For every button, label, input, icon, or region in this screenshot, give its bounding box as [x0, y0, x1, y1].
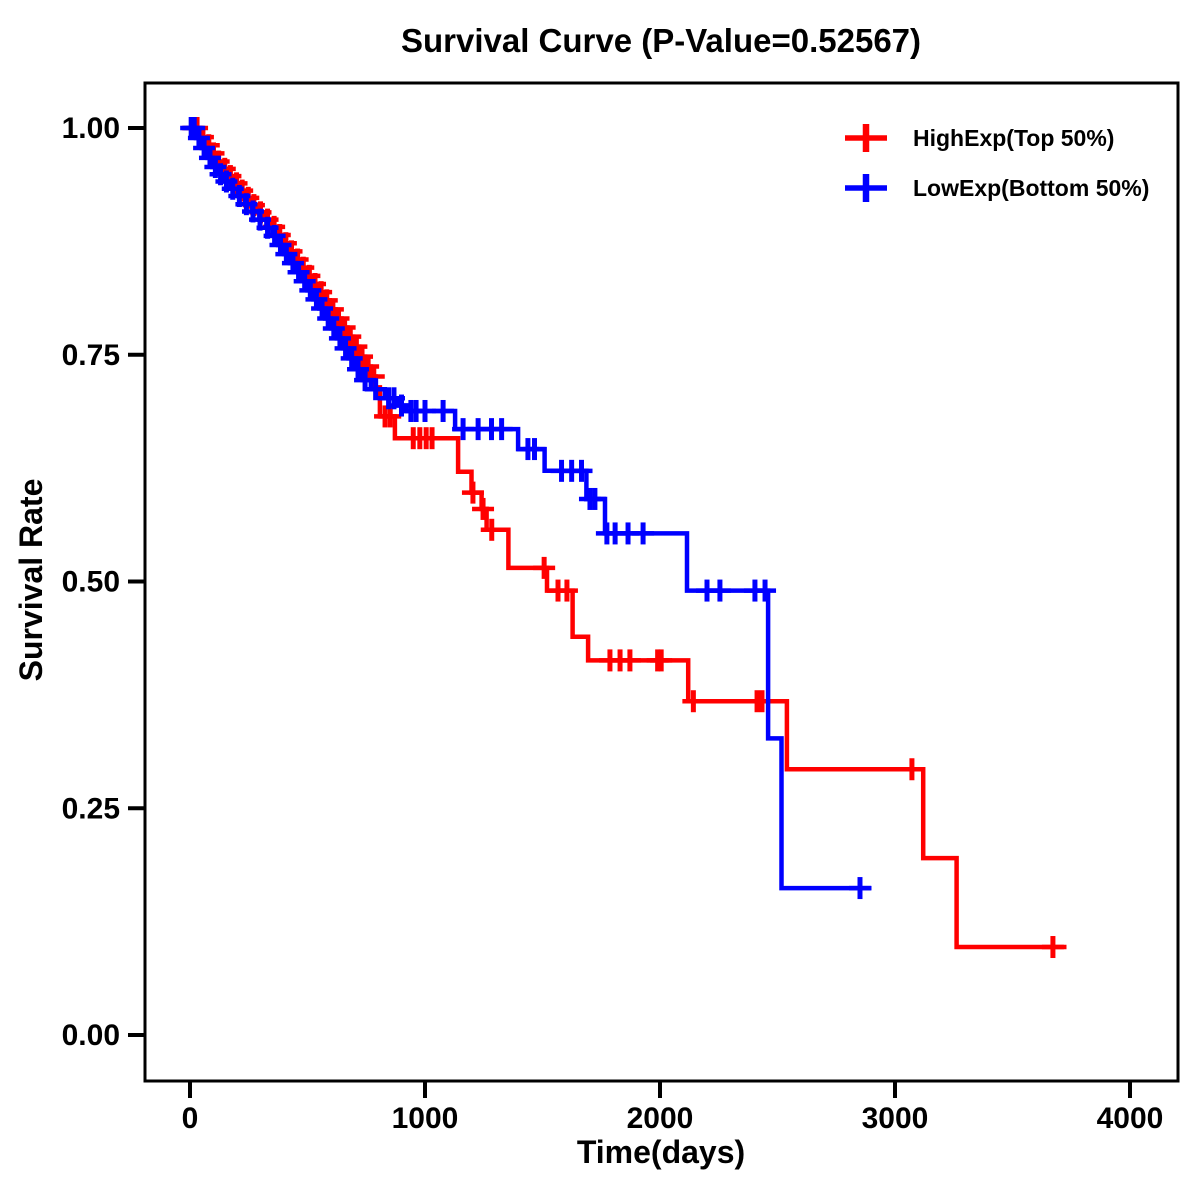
x-tick-label: 2000	[627, 1102, 694, 1135]
x-tick-label: 4000	[1097, 1102, 1164, 1135]
legend-key-lowexp-icon	[845, 174, 887, 202]
legend: HighExp(Top 50%) LowExp(Bottom 50%)	[845, 124, 1149, 202]
x-tick-label: 3000	[862, 1102, 929, 1135]
legend-label-highexp: HighExp(Top 50%)	[913, 125, 1114, 151]
y-tick-label: 0.25	[62, 792, 120, 825]
x-axis: 0 1000 2000 3000 4000	[182, 1081, 1164, 1135]
y-axis-title: Survival Rate	[13, 479, 49, 682]
legend-key-highexp-icon	[845, 124, 887, 152]
plot-frame	[143, 81, 1180, 1083]
chart-title: Survival Curve (P-Value=0.52567)	[401, 22, 921, 59]
x-tick-label: 1000	[392, 1102, 459, 1135]
y-tick-label: 0.75	[62, 339, 120, 372]
legend-label-lowexp: LowExp(Bottom 50%)	[913, 175, 1149, 201]
y-axis: 0.00 0.25 0.50 0.75 1.00	[62, 112, 145, 1052]
y-tick-label: 1.00	[62, 112, 120, 145]
x-axis-title: Time(days)	[577, 1134, 745, 1170]
x-tick-label: 0	[182, 1102, 199, 1135]
survival-curves-group	[180, 117, 1067, 959]
y-tick-label: 0.00	[62, 1019, 120, 1052]
y-tick-label: 0.50	[62, 566, 120, 599]
